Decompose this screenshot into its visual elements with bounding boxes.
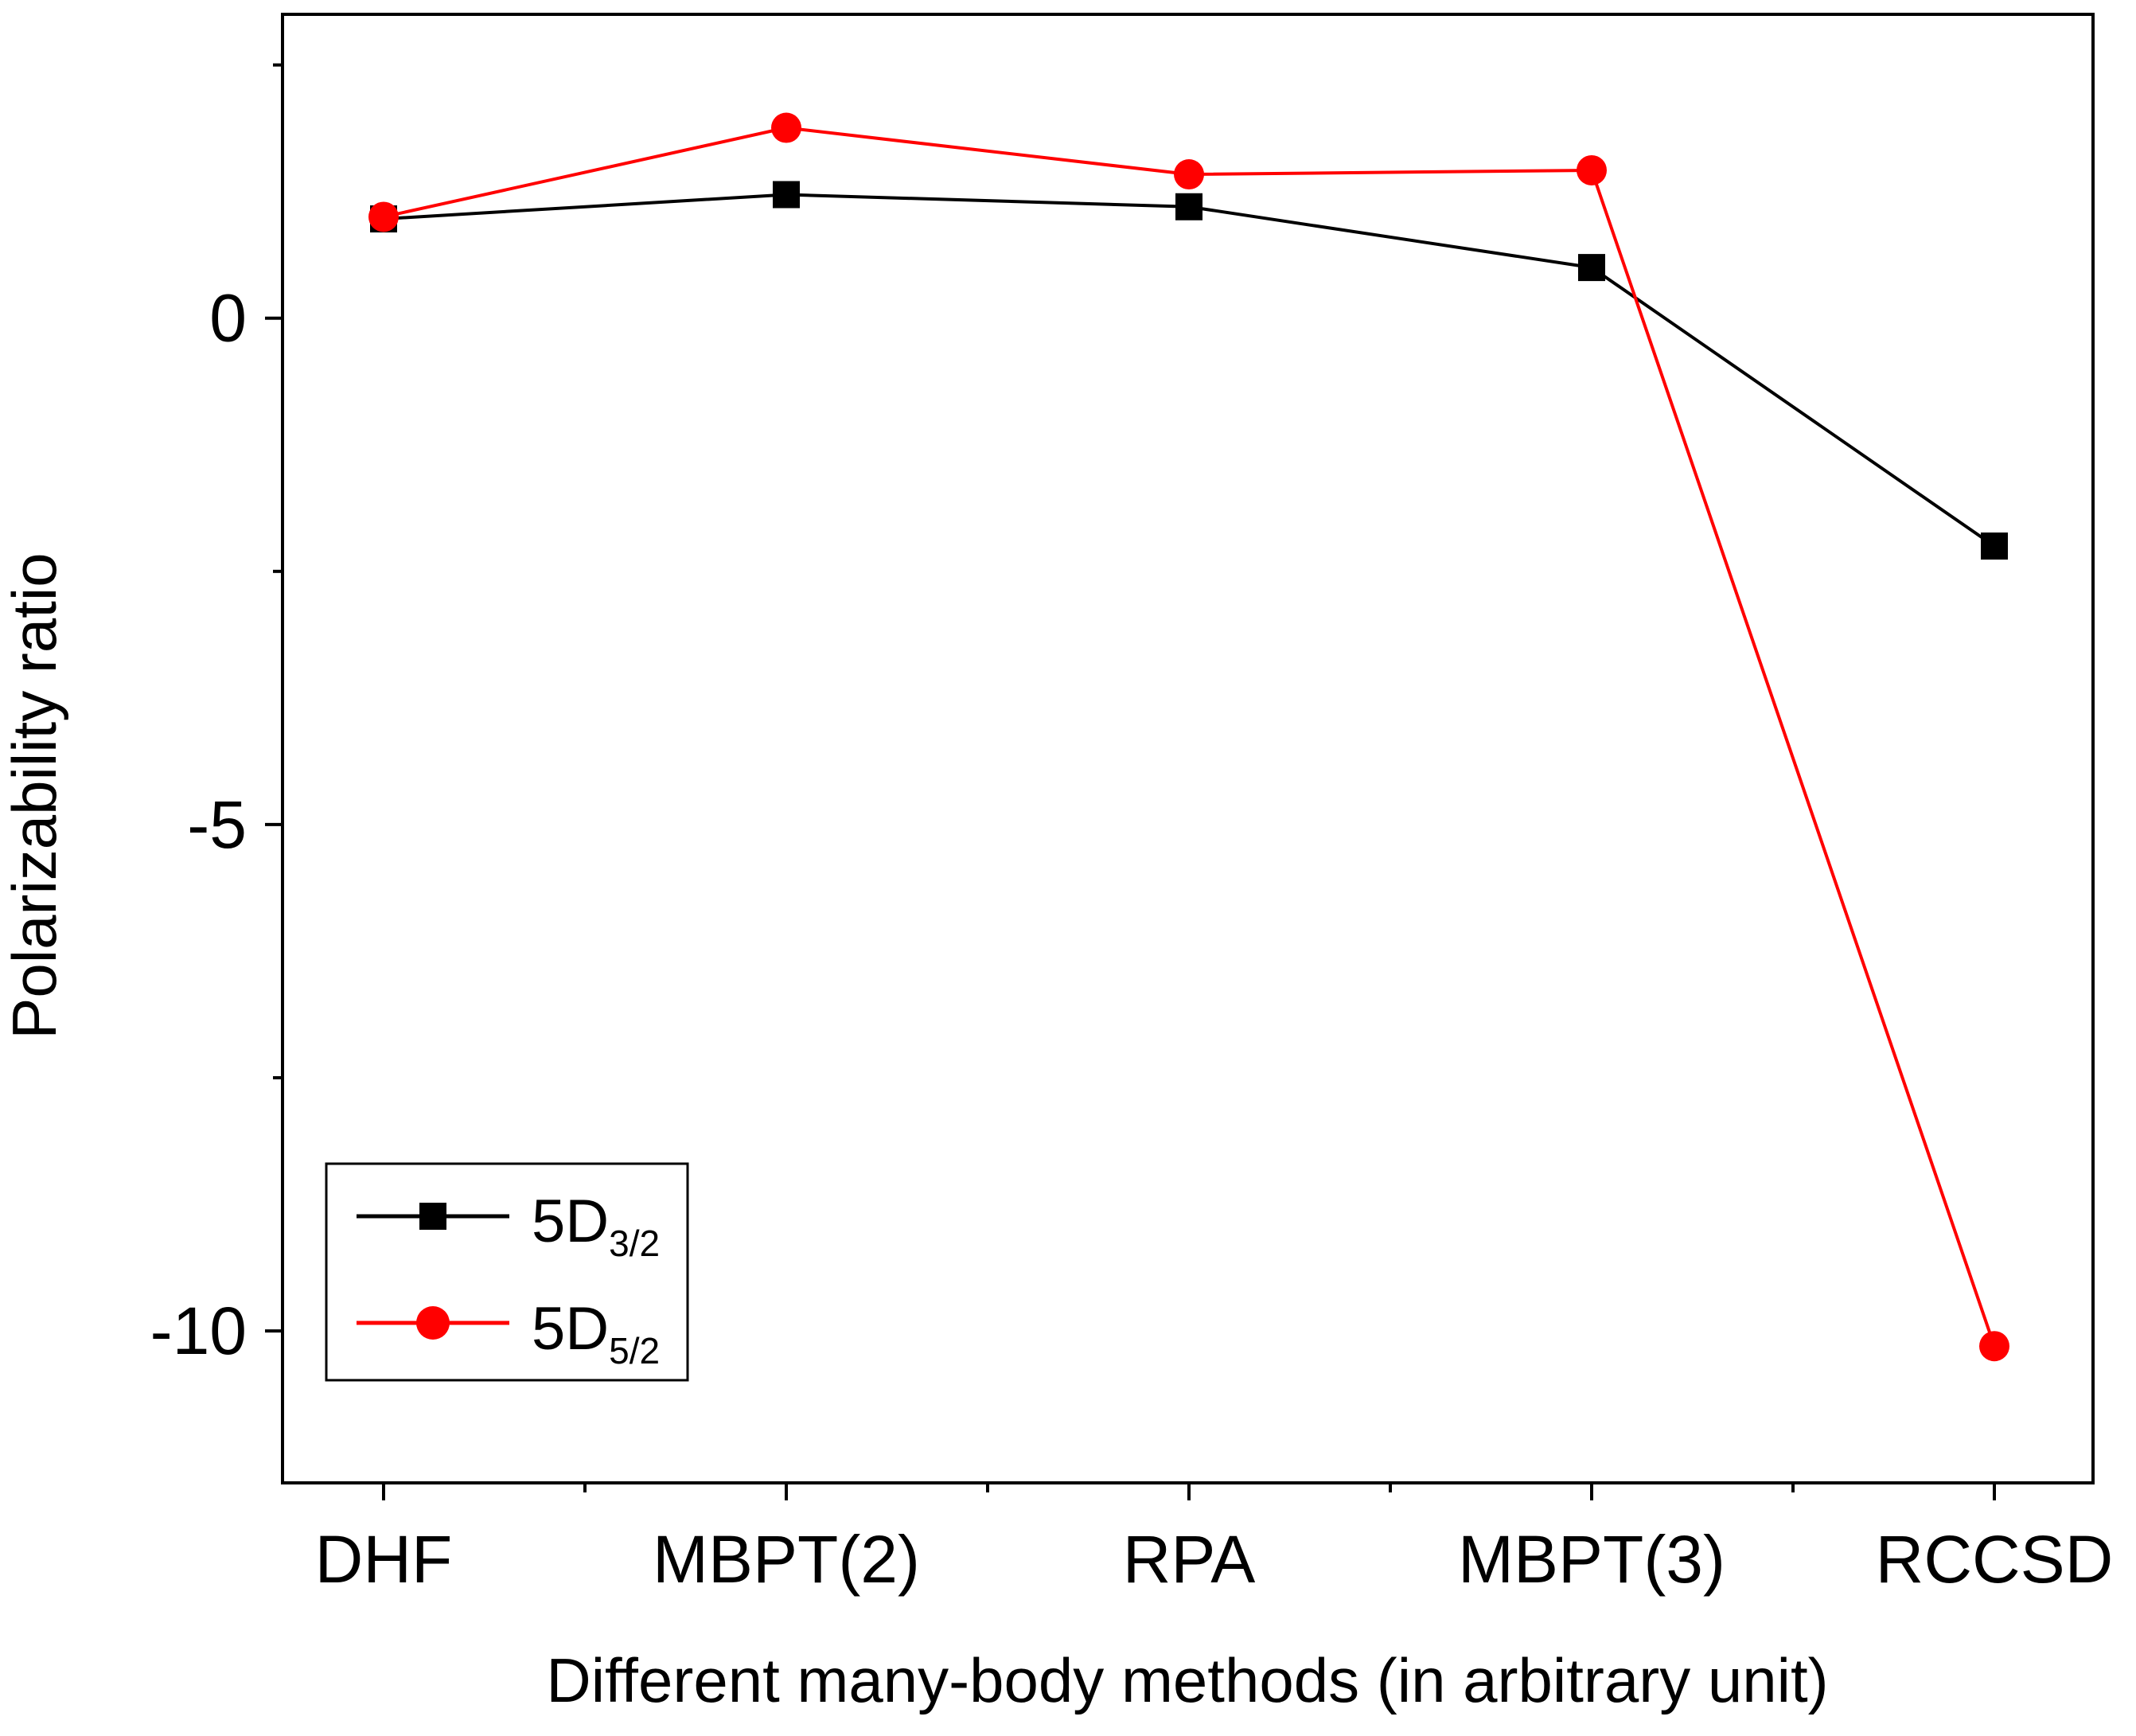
legend-label-5d52: 5D5/2: [532, 1295, 660, 1371]
x-tick-label: RCCSD: [1876, 1522, 2114, 1597]
legend-marker-5d52: [416, 1306, 450, 1340]
data-point-5d32: [1175, 193, 1202, 220]
data-point-5d32: [1981, 533, 2008, 560]
y-tick-label: 0: [209, 281, 247, 356]
data-point-5d32: [1578, 254, 1605, 282]
x-axis-ticks: [382, 1483, 1996, 1500]
x-tick-label: MBPT(3): [1458, 1522, 1725, 1597]
data-point-5d52: [1577, 154, 1607, 185]
y-axis-ticks: [265, 63, 283, 1333]
data-point-5d52: [368, 201, 399, 232]
data-point-5d52: [1174, 159, 1204, 190]
legend-label-5d52-main: 5D: [532, 1295, 609, 1363]
data-point-5d52: [1979, 1331, 2009, 1362]
x-axis-title: Different many-body methods (in arbitrar…: [546, 1645, 1828, 1715]
legend-label-5d32: 5D3/2: [532, 1188, 660, 1264]
series-line-5d32: [383, 193, 1996, 548]
legend-label-5d32-sub: 3/2: [609, 1223, 660, 1264]
legend: 5D3/2 5D5/2: [325, 1162, 689, 1382]
data-point-5d52: [771, 112, 801, 143]
legend-box: [325, 1162, 689, 1382]
x-axis-tick-labels: DHF MBPT(2) RPA MBPT(3) RCCSD: [315, 1522, 2114, 1597]
y-tick-label: -10: [150, 1293, 247, 1368]
x-tick-label: MBPT(2): [653, 1522, 920, 1597]
data-point-5d32: [773, 181, 800, 209]
y-axis-tick-labels: 0 -5 -10: [150, 281, 247, 1368]
x-tick-label: DHF: [315, 1522, 453, 1597]
y-axis-title: Polarizability ratio: [0, 552, 69, 1039]
legend-label-5d32-main: 5D: [532, 1188, 609, 1255]
x-tick-label: RPA: [1123, 1522, 1255, 1597]
series-layer: [368, 112, 2009, 1362]
legend-label-5d52-sub: 5/2: [609, 1330, 660, 1371]
legend-marker-5d32: [419, 1203, 446, 1230]
y-tick-label: -5: [187, 787, 247, 862]
